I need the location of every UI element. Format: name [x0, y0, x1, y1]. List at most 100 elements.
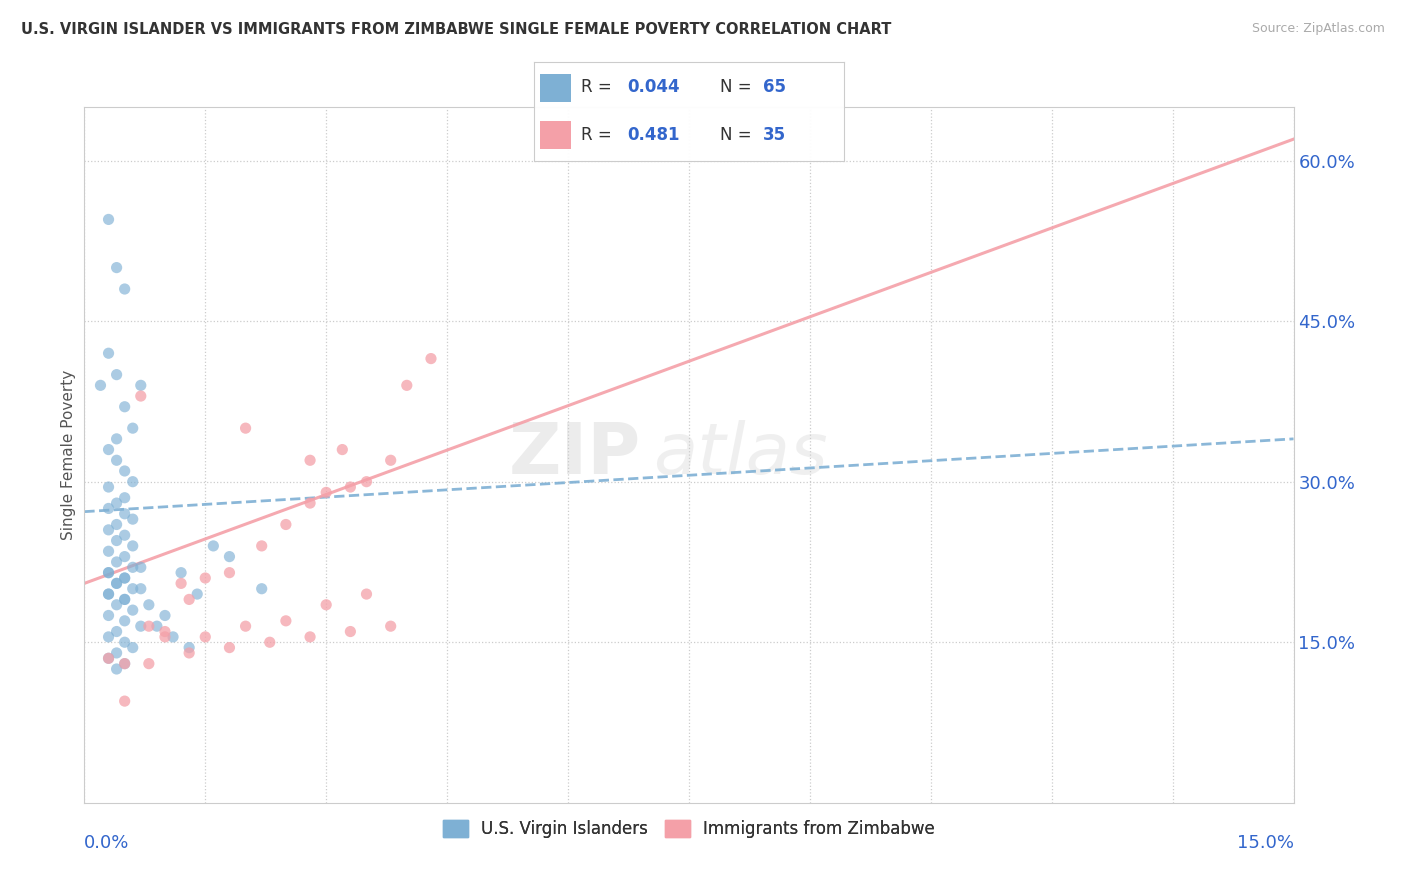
Point [129, 619, 152, 633]
Point [121, 603, 143, 617]
FancyBboxPatch shape [540, 121, 571, 149]
Point [129, 582, 152, 596]
Point [194, 571, 217, 585]
Point [339, 624, 361, 639]
Text: ZIP: ZIP [509, 420, 641, 490]
Point [114, 657, 136, 671]
Point [202, 539, 225, 553]
Text: 0.481: 0.481 [627, 126, 679, 144]
Point [121, 539, 143, 553]
Point [395, 378, 418, 392]
Point [97, 544, 120, 558]
Point [138, 619, 160, 633]
Point [97, 566, 120, 580]
Point [105, 517, 128, 532]
Point [179, 640, 201, 655]
Point [105, 662, 128, 676]
Point [97, 587, 120, 601]
Point [170, 576, 193, 591]
Point [153, 630, 176, 644]
Point [97, 442, 120, 457]
Point [121, 640, 143, 655]
Point [97, 630, 120, 644]
Point [121, 421, 143, 435]
Point [105, 646, 128, 660]
Point [299, 453, 322, 467]
Point [121, 475, 143, 489]
Text: N =: N = [720, 78, 756, 96]
Point [114, 592, 136, 607]
Point [129, 389, 152, 403]
Point [194, 630, 217, 644]
Text: N =: N = [720, 126, 756, 144]
Point [380, 619, 402, 633]
Point [146, 619, 169, 633]
Point [339, 480, 361, 494]
Point [114, 464, 136, 478]
Point [186, 587, 208, 601]
Point [114, 657, 136, 671]
Point [105, 496, 128, 510]
Text: 0.0%: 0.0% [84, 834, 129, 852]
Point [218, 640, 240, 655]
Point [235, 619, 257, 633]
Point [250, 582, 273, 596]
Point [105, 368, 128, 382]
Point [121, 512, 143, 526]
Point [114, 635, 136, 649]
Text: R =: R = [581, 78, 617, 96]
Point [315, 598, 337, 612]
Point [179, 592, 201, 607]
Point [97, 651, 120, 665]
Point [380, 453, 402, 467]
Point [129, 378, 152, 392]
Point [356, 475, 378, 489]
Point [114, 400, 136, 414]
Point [114, 571, 136, 585]
Point [235, 421, 257, 435]
Text: atlas: atlas [652, 420, 827, 490]
Point [114, 614, 136, 628]
Text: 15.0%: 15.0% [1236, 834, 1294, 852]
Legend: U.S. Virgin Islanders, Immigrants from Zimbabwe: U.S. Virgin Islanders, Immigrants from Z… [436, 814, 942, 845]
Point [105, 624, 128, 639]
Point [138, 657, 160, 671]
Point [97, 523, 120, 537]
Point [97, 480, 120, 494]
Point [105, 453, 128, 467]
Point [97, 566, 120, 580]
Text: 35: 35 [763, 126, 786, 144]
Point [315, 485, 337, 500]
Point [105, 598, 128, 612]
Point [121, 582, 143, 596]
Point [274, 517, 297, 532]
Point [89, 378, 111, 392]
Point [153, 608, 176, 623]
Point [105, 576, 128, 591]
Point [356, 587, 378, 601]
Point [129, 560, 152, 574]
Point [114, 528, 136, 542]
Point [170, 566, 193, 580]
Point [114, 507, 136, 521]
Point [218, 566, 240, 580]
Point [162, 630, 184, 644]
Point [105, 432, 128, 446]
Point [114, 571, 136, 585]
Point [105, 555, 128, 569]
Point [179, 646, 201, 660]
Point [299, 630, 322, 644]
Text: R =: R = [581, 126, 617, 144]
Point [105, 260, 128, 275]
Point [330, 442, 353, 457]
Point [299, 496, 322, 510]
Point [153, 624, 176, 639]
Point [250, 539, 273, 553]
Y-axis label: Single Female Poverty: Single Female Poverty [60, 370, 76, 540]
Point [114, 549, 136, 564]
FancyBboxPatch shape [540, 74, 571, 102]
Point [105, 533, 128, 548]
Point [114, 592, 136, 607]
Point [105, 576, 128, 591]
Point [259, 635, 281, 649]
